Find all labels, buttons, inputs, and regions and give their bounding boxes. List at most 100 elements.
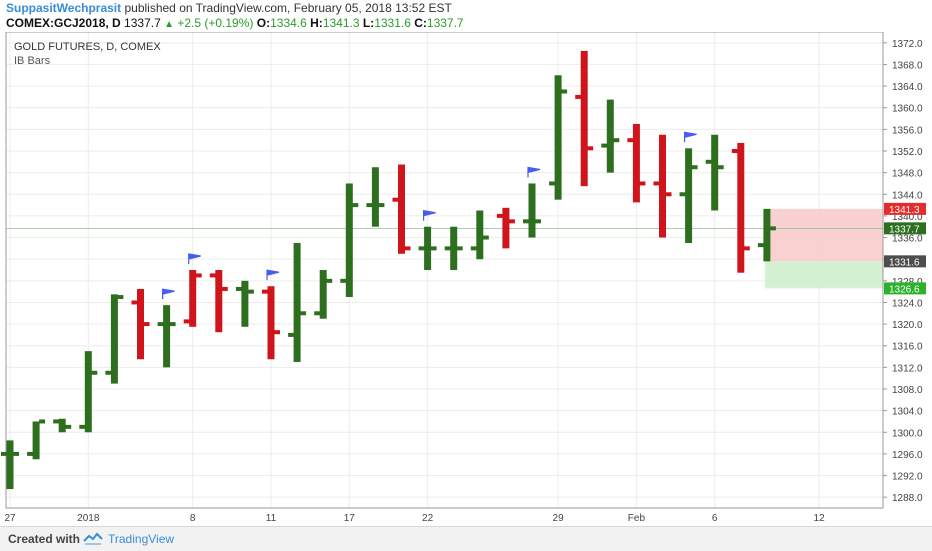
bar-close-tick xyxy=(717,165,724,170)
price-labels: 1341.3 1337.7 1331.6 1326.6 xyxy=(884,202,926,295)
bar-open-tick xyxy=(757,243,764,248)
bar-close-tick xyxy=(613,138,620,143)
bar-close-tick xyxy=(352,203,359,208)
bar-range xyxy=(371,167,379,227)
bar-open-tick xyxy=(496,213,503,218)
bar-open-tick xyxy=(235,286,242,291)
price-label-text: 1337.7 xyxy=(889,224,920,235)
bar-close-tick xyxy=(404,246,411,251)
time-tick-label: Feb xyxy=(628,513,646,524)
ohlc-bar xyxy=(183,270,202,327)
ohlc-bar xyxy=(418,226,437,270)
bar-range xyxy=(554,75,562,200)
bar-close-tick xyxy=(482,235,489,240)
bar-range xyxy=(711,134,719,211)
price-tick-label: 1340.0 xyxy=(892,212,923,223)
bar-close-tick xyxy=(143,322,150,327)
bar-range xyxy=(659,134,666,238)
ohlc-bars xyxy=(1,50,776,490)
ohlc-bar xyxy=(1,440,19,490)
bar-open-tick xyxy=(79,424,86,429)
bar-close-tick xyxy=(430,246,437,251)
bar-close-tick xyxy=(769,226,776,231)
ohlc-bar xyxy=(235,280,254,327)
price-label-box xyxy=(884,222,926,235)
bar-close-tick xyxy=(65,424,72,429)
bar-open-tick xyxy=(209,273,216,278)
bar-open-tick xyxy=(731,149,738,153)
price-label-text: 1326.6 xyxy=(889,284,920,295)
time-tick-label: 8 xyxy=(190,513,196,524)
ohlc-bar xyxy=(470,210,489,260)
bar-range xyxy=(632,123,640,203)
price-label-box xyxy=(884,282,926,295)
bar-close-tick xyxy=(169,322,176,327)
bar-open-tick xyxy=(157,322,164,327)
bar-open-tick xyxy=(340,278,347,283)
bar-open-tick xyxy=(288,332,295,337)
bar-open-tick xyxy=(601,143,608,148)
price-label-box xyxy=(884,202,926,215)
high-value: 1341.3 xyxy=(322,16,360,30)
signal-flags xyxy=(162,131,697,300)
bar-range xyxy=(241,280,249,327)
bar-close-tick xyxy=(639,181,646,186)
bar-range xyxy=(345,183,353,298)
ohlc-bar xyxy=(627,123,646,203)
price-chart[interactable]: 1288.0 1292.0 1296.0 1300.0 1304.0 1308.0 1312… xyxy=(0,32,932,526)
bar-range xyxy=(293,242,301,362)
bar-open-tick xyxy=(262,289,268,294)
bar-range xyxy=(6,440,14,490)
ohlc-bar xyxy=(496,207,515,249)
price-tick-label: 1372.0 xyxy=(892,39,923,50)
bar-close-tick xyxy=(456,246,463,251)
ohlc-bar xyxy=(262,286,280,360)
ohlc-bar xyxy=(705,134,724,211)
bar-range xyxy=(398,164,405,254)
bar-close-tick xyxy=(195,273,202,278)
tradingview-brand-link[interactable]: TradingView xyxy=(108,532,175,546)
bar-close-tick xyxy=(326,278,333,283)
ohlc-bar xyxy=(731,142,750,273)
author-link[interactable]: SuppasitWechprasit xyxy=(6,1,122,15)
bar-close-tick xyxy=(535,219,541,224)
flag-icon xyxy=(423,210,436,221)
time-tick-label: 6 xyxy=(712,513,718,524)
ohlc-bar xyxy=(523,183,541,238)
price-tick-label: 1336.0 xyxy=(892,234,923,245)
high-label: H: xyxy=(310,16,323,30)
bar-open-tick xyxy=(1,451,7,456)
chart-legend: GOLD FUTURES, D, COMEX IB Bars xyxy=(14,40,161,68)
bar-open-tick xyxy=(366,203,373,208)
price-tick-label: 1316.0 xyxy=(892,342,923,353)
ohlc-bar xyxy=(366,167,385,227)
time-tick-label: 11 xyxy=(266,513,277,524)
price-axis: 1288.0 1292.0 1296.0 1300.0 1304.0 1308.0 1312… xyxy=(882,32,923,508)
bar-close-tick xyxy=(743,246,750,251)
close-label: C: xyxy=(414,16,427,30)
time-tick-label: 2018 xyxy=(77,513,100,524)
bar-close-tick xyxy=(561,89,568,94)
ohlc-bar xyxy=(444,226,463,270)
ohlc-bar xyxy=(653,134,672,238)
bar-range xyxy=(163,305,171,368)
publish-header: SuppasitWechprasit published on TradingV… xyxy=(6,1,906,16)
bar-close-tick xyxy=(300,311,307,316)
price-tick-label: 1356.0 xyxy=(892,125,923,136)
bar-range xyxy=(110,294,118,384)
price-tick-label: 1292.0 xyxy=(892,472,923,483)
ohlc-bar xyxy=(105,294,124,384)
bar-open-tick xyxy=(183,319,190,324)
bar-open-tick xyxy=(653,181,660,186)
footer-bar: Created with TradingView xyxy=(0,526,932,551)
bar-open-tick xyxy=(523,219,529,224)
bar-open-tick xyxy=(27,451,34,456)
ohlc-bar xyxy=(314,270,333,319)
flag-icon xyxy=(266,269,280,281)
bar-open-tick xyxy=(392,197,399,202)
bar-range xyxy=(476,210,484,260)
created-with-text: Created with xyxy=(8,532,81,546)
symbol-name: COMEX:GCJ2018, D xyxy=(6,16,121,30)
price-tick-label: 1296.0 xyxy=(892,450,923,461)
bar-close-tick xyxy=(39,419,46,424)
